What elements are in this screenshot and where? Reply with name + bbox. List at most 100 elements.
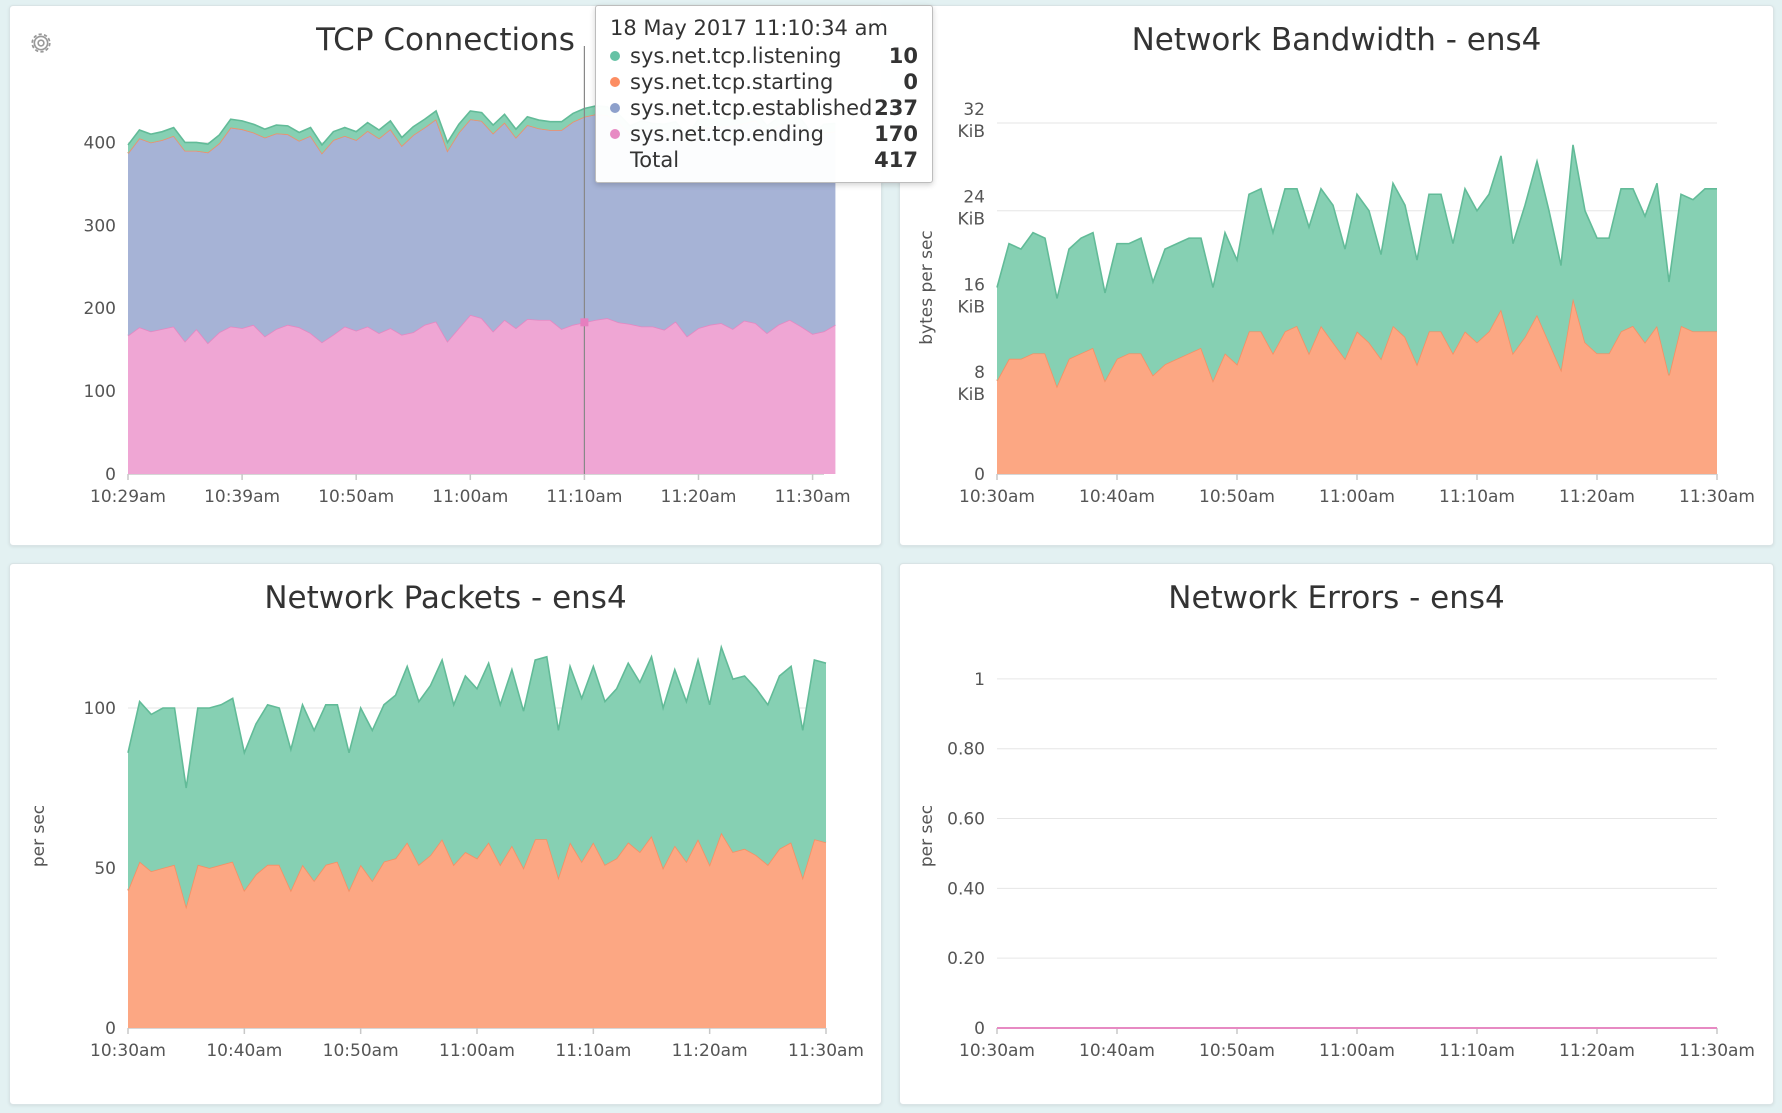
tooltip-series-name: sys.net.tcp.listening: [630, 44, 842, 68]
x-tick-label: 11:10am: [1439, 487, 1515, 507]
tooltip-series-value: 0: [903, 70, 918, 94]
y-tick-line: KiB: [957, 385, 985, 405]
y-tick-label: 0.40: [947, 879, 985, 899]
network-packets-chart[interactable]: 0 50 100 10:30am 10:40am 10:50am 11:00am 11:10a…: [10, 564, 881, 1104]
tooltip-row-listening: sys.net.tcp.listening 10: [610, 43, 918, 69]
gear-icon-svg: [31, 33, 51, 53]
x-tick-label: 11:20am: [1559, 487, 1635, 507]
y-axis-label: per sec: [917, 805, 937, 867]
y-tick-line: KiB: [957, 210, 985, 230]
series-dot-icon: [610, 129, 620, 139]
x-tick-label: 10:50am: [323, 1041, 399, 1061]
series-dot-icon: [610, 77, 620, 87]
y-tick-line: 8: [974, 363, 985, 383]
series-dot-icon: [610, 51, 620, 61]
x-tick-label: 10:50am: [318, 487, 394, 507]
chart-tooltip: 18 May 2017 11:10:34 am sys.net.tcp.list…: [595, 5, 933, 183]
series-line-in: [127, 830, 827, 910]
y-tick-line: 32: [963, 100, 985, 120]
x-tick-label: 11:30am: [1679, 487, 1755, 507]
x-tick-label: 10:50am: [1199, 1041, 1275, 1061]
tooltip-series-value: 10: [888, 44, 918, 68]
x-tick-label: 10:30am: [959, 1041, 1035, 1061]
x-tick-label: 10:30am: [90, 1041, 166, 1061]
tooltip-series-name: sys.net.tcp.established: [630, 96, 873, 120]
y-tick-label: 400: [84, 133, 116, 153]
y-tick-label: 1: [974, 670, 985, 690]
x-tick-label: 10:30am: [959, 487, 1035, 507]
y-tick-label: 200: [84, 299, 116, 319]
x-tick-label: 11:30am: [788, 1041, 864, 1061]
y-tick-label: 0: [105, 465, 116, 485]
y-tick-label: 0: [974, 1019, 985, 1039]
y-tick-label: 16 KiB: [957, 275, 985, 317]
network-errors-chart[interactable]: 0 0.20 0.40 0.60 0.80 1 10:30am 10:40am 10:50am 1…: [900, 564, 1773, 1104]
tooltip-total-value: 417: [874, 148, 918, 172]
tooltip-row-established: sys.net.tcp.established 237: [610, 95, 918, 121]
x-tick-label: 11:20am: [1559, 1041, 1635, 1061]
tooltip-series-name: sys.net.tcp.starting: [630, 70, 834, 94]
x-tick-label: 11:20am: [672, 1041, 748, 1061]
gear-icon[interactable]: [26, 28, 56, 58]
tooltip-series-value: 170: [874, 122, 918, 146]
y-axis-label: per sec: [29, 805, 49, 867]
panel-title: Network Packets - ens4: [264, 580, 627, 616]
tooltip-row-starting: sys.net.tcp.starting 0: [610, 69, 918, 95]
x-tick-label: 11:00am: [439, 1041, 515, 1061]
network-errors-panel: Network Errors - ens4 0 0.20 0.40 0.60 0.80 1…: [899, 563, 1774, 1105]
y-tick-label: 0.20: [947, 949, 985, 969]
x-tick-label: 11:00am: [1319, 487, 1395, 507]
x-tick-label: 11:00am: [1319, 1041, 1395, 1061]
series-area-in: [128, 832, 826, 1028]
tooltip-total-label: Total: [630, 148, 680, 172]
x-tick-label: 11:00am: [432, 487, 508, 507]
y-tick-label: 32 KiB: [957, 100, 985, 142]
series-area-in: [997, 298, 1717, 474]
series-line-out: [127, 644, 827, 789]
series-area-out: [128, 647, 826, 907]
y-tick-label: 8 KiB: [957, 363, 985, 405]
y-tick-label: 0.60: [947, 810, 985, 830]
y-tick-label: 50: [94, 859, 116, 879]
y-tick-line: 16: [963, 275, 985, 295]
x-tick-label: 11:10am: [555, 1041, 631, 1061]
x-tick-label: 11:30am: [775, 487, 851, 507]
panel-title: Network Errors - ens4: [1168, 580, 1505, 616]
x-tick-label: 10:40am: [1079, 1041, 1155, 1061]
tooltip-row-ending: sys.net.tcp.ending 170: [610, 121, 918, 147]
x-tick-label: 10:50am: [1199, 487, 1275, 507]
y-tick-line: KiB: [957, 122, 985, 142]
y-tick-label: 0: [105, 1019, 116, 1039]
network-bandwidth-panel: Network Bandwidth - ens4 0 8 KiB 16 KiB 24 KiB…: [899, 5, 1774, 546]
series-area-ending: [128, 314, 836, 474]
x-tick-label: 11:20am: [661, 487, 737, 507]
x-tick-label: 11:10am: [1439, 1041, 1515, 1061]
x-tick-label: 11:10am: [546, 487, 622, 507]
tooltip-time: 18 May 2017 11:10:34 am: [610, 16, 888, 40]
tooltip-series-value: 237: [874, 96, 918, 120]
series-line-out: [996, 144, 1717, 299]
series-area-out: [997, 144, 1717, 387]
y-tick-label: 300: [84, 216, 116, 236]
x-tick-label: 10:39am: [204, 487, 280, 507]
x-tick-label: 10:40am: [206, 1041, 282, 1061]
panel-title: Network Bandwidth - ens4: [1131, 22, 1542, 58]
y-tick-line: KiB: [957, 297, 985, 317]
y-tick-label: 24 KiB: [957, 188, 985, 230]
tooltip-row-total: Total 417: [610, 147, 918, 173]
y-tick-label: 100: [84, 382, 116, 402]
panel-title: TCP Connections: [316, 22, 575, 58]
x-tick-label: 10:29am: [90, 487, 166, 507]
tooltip-series-name: sys.net.tcp.ending: [630, 122, 824, 146]
y-tick-label: 0.80: [947, 740, 985, 760]
y-tick-label: 100: [84, 699, 116, 719]
y-axis-label: bytes per sec: [917, 230, 937, 345]
x-tick-label: 11:30am: [1679, 1041, 1755, 1061]
x-tick-label: 10:40am: [1079, 487, 1155, 507]
y-tick-line: 24: [963, 188, 985, 208]
series-dot-icon: [610, 103, 620, 113]
network-packets-panel: Network Packets - ens4 0 50 100 10:30am 10:4…: [9, 563, 882, 1105]
hover-marker: [580, 318, 589, 327]
y-tick-label: 0: [974, 465, 985, 485]
